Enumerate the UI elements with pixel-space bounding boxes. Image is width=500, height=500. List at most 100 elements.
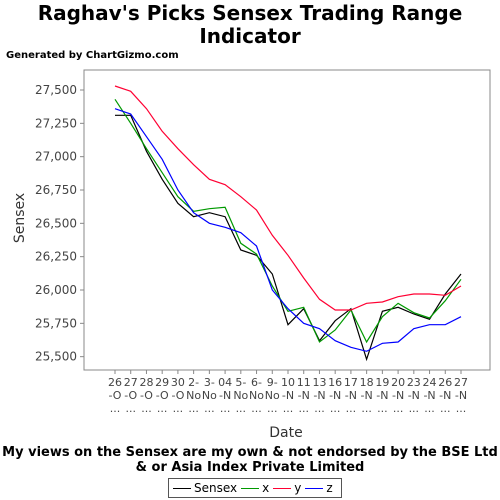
x-tick-label: 29 (155, 376, 169, 389)
series-line-sensex (115, 114, 462, 362)
x-tick-label: 30 (171, 376, 185, 389)
y-tick-label: 26,250 (35, 250, 77, 264)
x-tick-label: -N (455, 389, 467, 402)
x-tick-label: ... (361, 402, 372, 415)
x-tick-label: ... (188, 402, 199, 415)
x-tick-label: 26 (108, 376, 122, 389)
y-axis: 25,500 25,750 26,000 26,250 26,500 26,750 27,0… (35, 83, 84, 364)
x-axis-title: Date (269, 425, 302, 441)
legend-swatch (173, 487, 191, 489)
x-tick-label: No (265, 389, 280, 402)
x-tick-label: 10 (281, 376, 295, 389)
x-tick-label: ... (424, 402, 435, 415)
x-tick-label: No (202, 389, 217, 402)
legend-swatch (305, 487, 324, 489)
legend-item-x: x (241, 481, 269, 495)
x-tick-label: 5- (235, 376, 246, 389)
x-tick-label: -N (361, 389, 373, 402)
x-tick-label: -O (109, 389, 122, 402)
y-tick-label: 26,750 (35, 183, 77, 197)
x-tick-label: -O (124, 389, 137, 402)
x-tick-label: ... (283, 402, 294, 415)
legend-swatch (241, 487, 260, 489)
x-tick-label: No (233, 389, 248, 402)
x-tick-label: No (186, 389, 201, 402)
x-tick-label: -N (282, 389, 294, 402)
legend-item-sensex: Sensex (173, 481, 237, 495)
x-tick-label: 18 (360, 376, 374, 389)
x-tick-label: -N (298, 389, 310, 402)
x-tick-label: -N (329, 389, 341, 402)
x-tick-label: 16 (328, 376, 342, 389)
x-tick-label: -N (219, 389, 231, 402)
x-tick-label: 20 (391, 376, 405, 389)
legend-label: x (262, 481, 270, 495)
series-lines (114, 85, 462, 362)
x-tick-label: 27 (454, 376, 468, 389)
x-tick-label: -O (140, 389, 153, 402)
y-tick-label: 27,500 (35, 83, 77, 97)
x-tick-label: 19 (375, 376, 389, 389)
x-tick-label: ... (173, 402, 184, 415)
legend-label: z (326, 481, 333, 495)
x-tick-label: ... (204, 402, 215, 415)
legend-swatch (273, 487, 292, 489)
x-tick-label: 27 (124, 376, 138, 389)
x-tick-label: -N (313, 389, 325, 402)
x-tick-label: ... (236, 402, 247, 415)
x-tick-label: ... (393, 402, 404, 415)
y-tick-label: 25,500 (35, 350, 77, 364)
x-tick-label: ... (141, 402, 152, 415)
legend-label: Sensex (194, 481, 238, 495)
disclaimer-text: My views on the Sensex are my own & not … (2, 445, 498, 475)
x-tick-label: -N (376, 389, 388, 402)
x-tick-label: 17 (344, 376, 358, 389)
x-tick-label: ... (409, 402, 420, 415)
x-tick-label: -N (408, 389, 420, 402)
x-tick-label: 2- (188, 376, 199, 389)
x-tick-label: -N (423, 389, 435, 402)
x-tick-label: ... (267, 402, 278, 415)
x-tick-label: -O (156, 389, 169, 402)
x-tick-label: ... (330, 402, 341, 415)
series-line-z (114, 108, 462, 352)
x-tick-label: ... (220, 402, 231, 415)
x-tick-label: No (249, 389, 264, 402)
y-tick-label: 27,000 (35, 150, 77, 164)
chart-credit: Generated by ChartGizmo.com (6, 50, 179, 61)
x-tick-label: -N (345, 389, 357, 402)
x-tick-label: -N (392, 389, 404, 402)
x-tick-label: ... (440, 402, 451, 415)
x-tick-label: ... (377, 402, 388, 415)
chart-title: Raghav's Picks Sensex Trading Range Indi… (37, 1, 463, 48)
legend-item-y: y (273, 481, 301, 495)
y-tick-label: 25,750 (35, 316, 77, 330)
x-tick-label: 23 (407, 376, 421, 389)
legend-label: y (294, 481, 302, 495)
x-tick-label: -O (171, 389, 184, 402)
legend-item-z: z (305, 481, 333, 495)
x-tick-label: ... (125, 402, 136, 415)
y-tick-label: 26,000 (35, 283, 77, 297)
x-tick-label: ... (314, 402, 325, 415)
x-axis: 26-O...27-O...28-O...29-O...30-O...2-No.… (108, 370, 468, 415)
x-tick-label: 24 (423, 376, 437, 389)
x-tick-label: ... (110, 402, 121, 415)
x-tick-label: 28 (139, 376, 153, 389)
y-axis-title: Sensex (12, 193, 28, 243)
x-tick-label: ... (346, 402, 357, 415)
series-line-x (114, 98, 462, 344)
x-tick-label: 6- (251, 376, 262, 389)
x-tick-label: 11 (297, 376, 311, 389)
x-tick-label: 9- (267, 376, 278, 389)
x-tick-label: 04 (218, 376, 232, 389)
series-line-y (114, 85, 462, 311)
x-tick-label: ... (456, 402, 467, 415)
x-tick-label: 13 (312, 376, 326, 389)
y-tick-label: 26,500 (35, 216, 77, 230)
x-tick-label: 3- (204, 376, 215, 389)
legend: Sensex x y z (168, 478, 342, 498)
x-tick-label: 26 (438, 376, 452, 389)
x-tick-label: -N (439, 389, 451, 402)
